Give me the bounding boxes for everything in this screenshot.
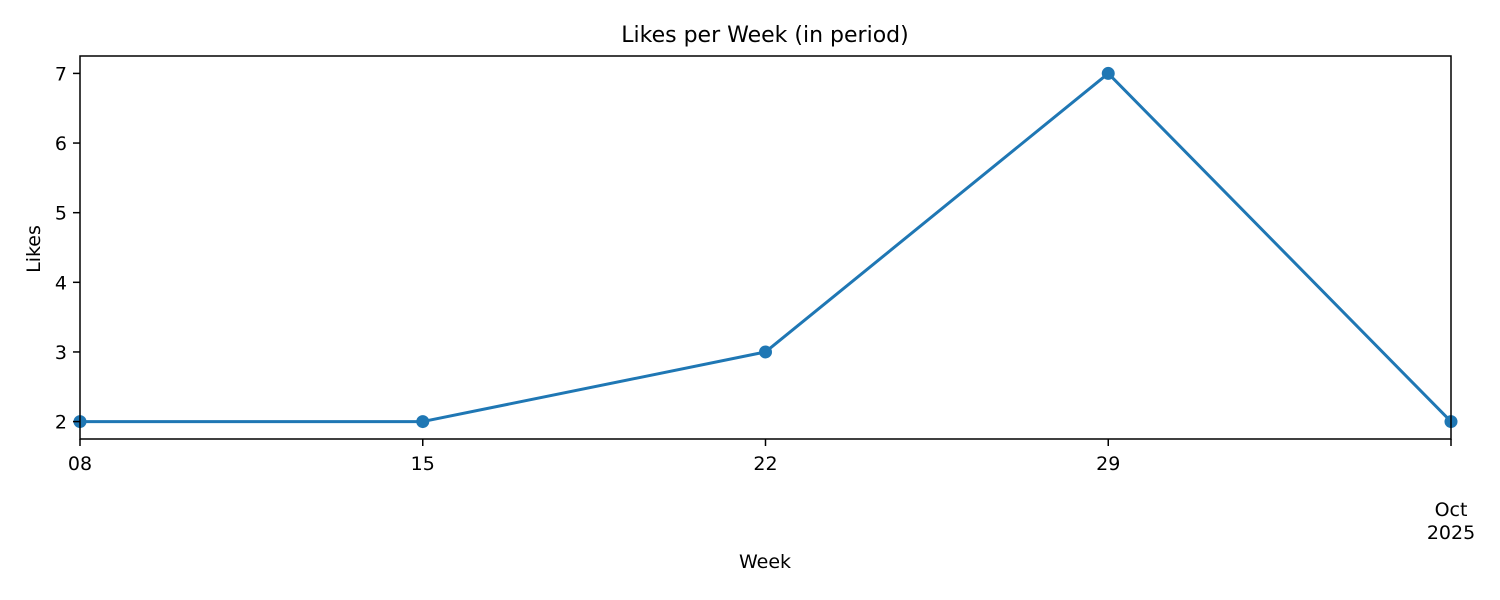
x-tick-label-4: Oct 2025	[1427, 499, 1475, 544]
y-axis-label: Likes	[23, 225, 45, 273]
y-tick-label-3: 5	[55, 203, 67, 225]
plot-content	[73, 66, 1458, 429]
series-0-line	[78, 71, 1453, 424]
data-point-3	[1101, 66, 1115, 80]
y-tick-label-1: 3	[55, 342, 67, 364]
x-tick-label-0: 08	[68, 453, 92, 475]
y-tick-label-2: 4	[55, 272, 67, 294]
x-tick-label-2: 22	[753, 453, 777, 475]
chart-title: Likes per Week (in period)	[621, 23, 908, 48]
x-tick-label-3: 29	[1096, 453, 1120, 475]
y-tick-label-4: 6	[55, 133, 67, 155]
y-axis: 2 3 4 5 6 7	[55, 63, 80, 434]
x-tick-label-1: 15	[411, 453, 435, 475]
x-axis: 08 15 22 29 Oct 2025	[68, 439, 1475, 544]
plot-frame	[79, 55, 1452, 440]
x-axis-label: Week	[739, 551, 791, 573]
y-tick-label-5: 7	[55, 63, 67, 85]
data-point-1	[416, 415, 430, 429]
y-tick-label-0: 2	[55, 412, 67, 434]
data-point-2	[759, 345, 772, 359]
